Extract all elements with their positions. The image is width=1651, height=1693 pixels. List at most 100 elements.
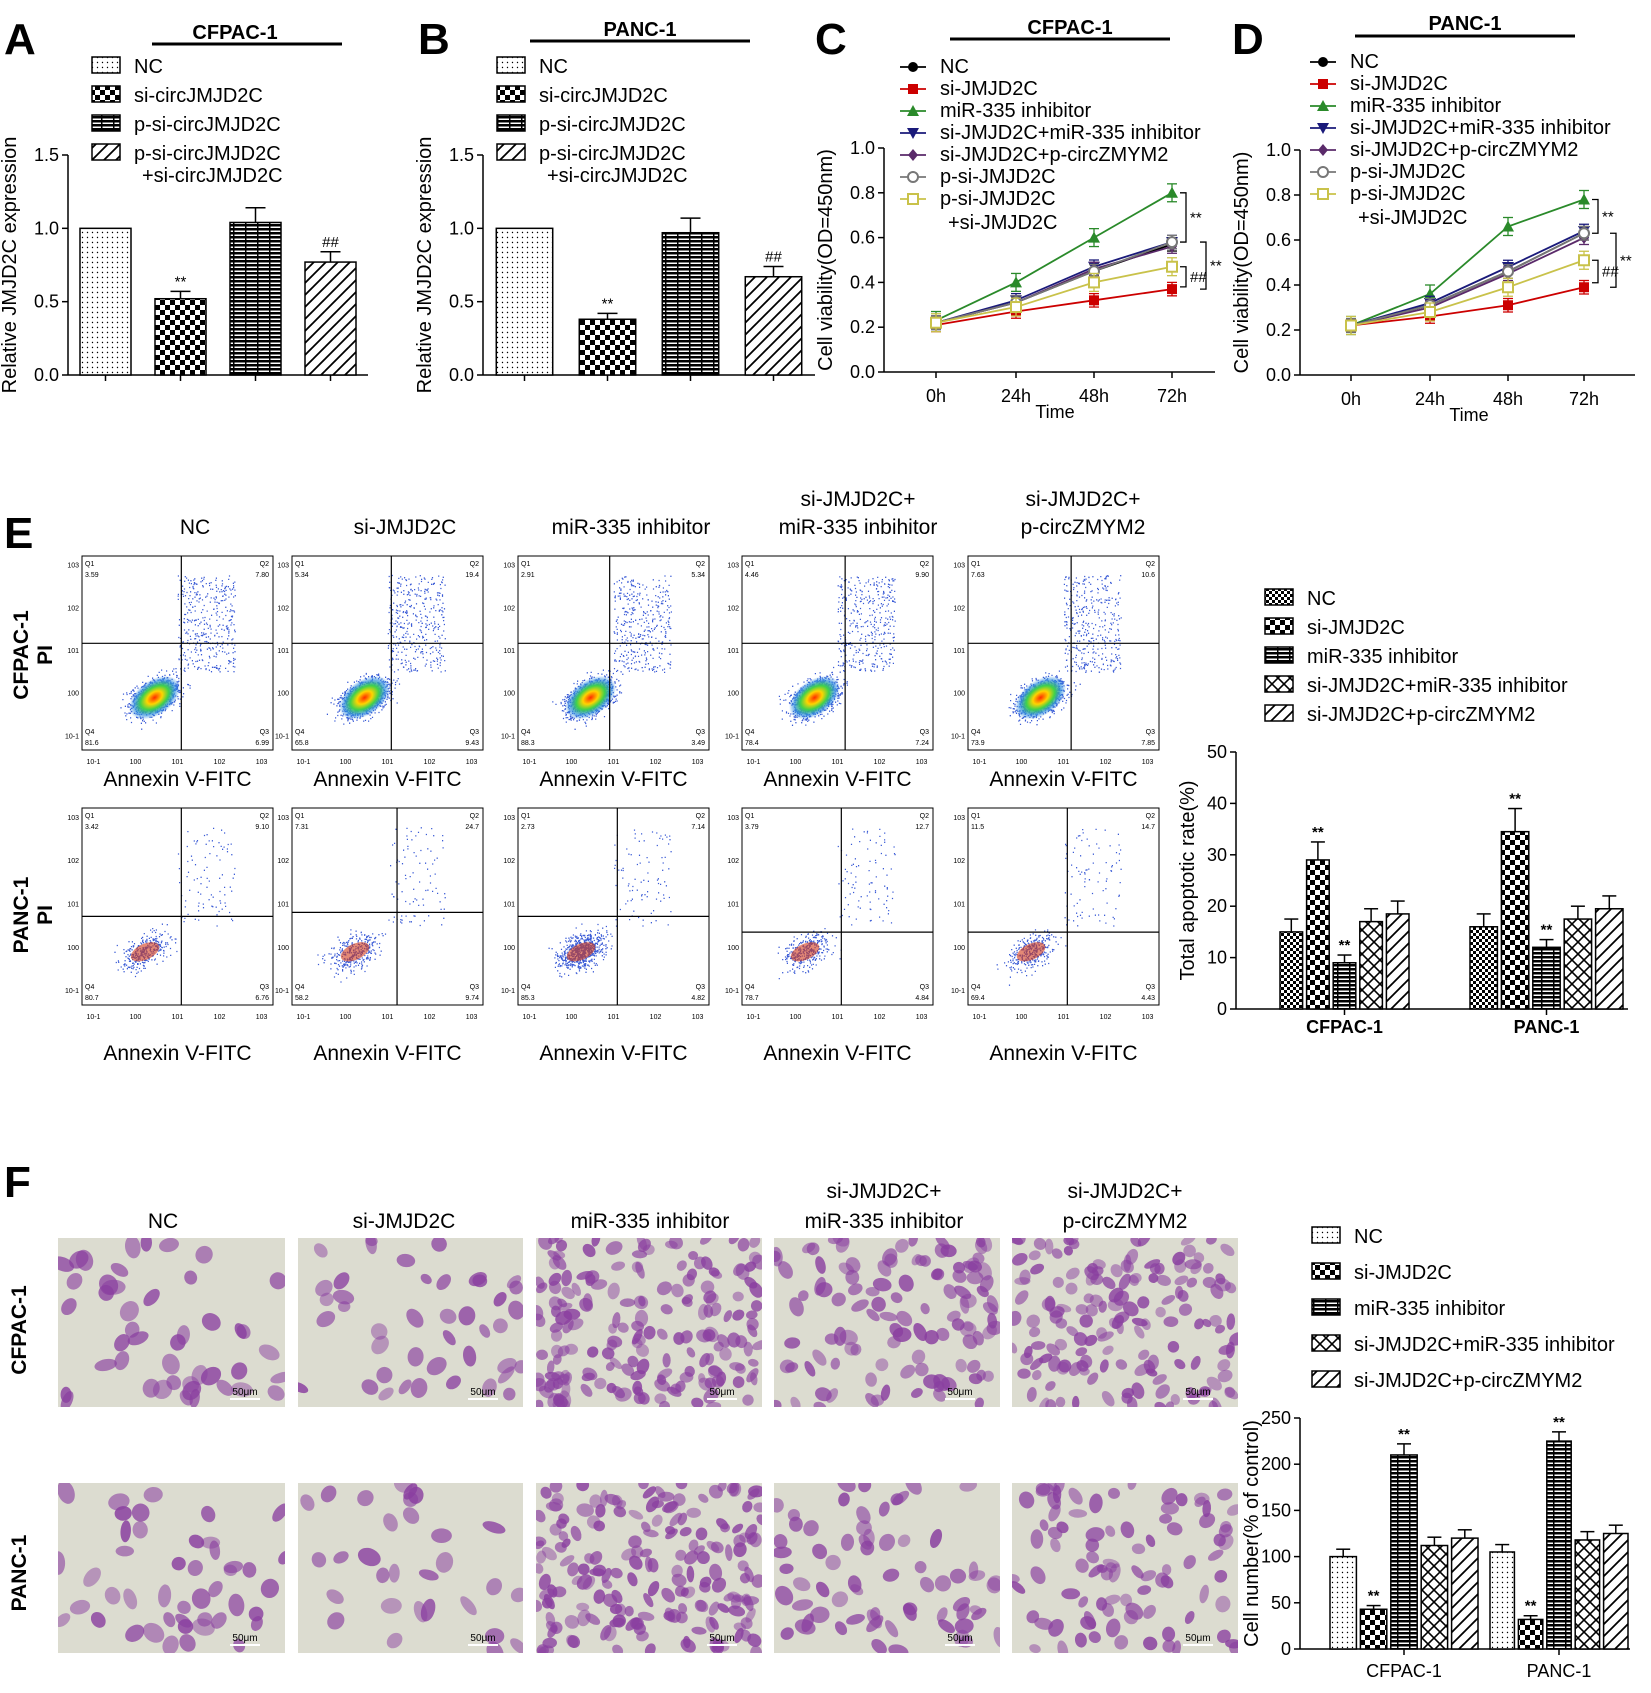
flow-density-core	[1015, 675, 1067, 720]
cell	[1055, 1396, 1066, 1407]
cell	[436, 1274, 451, 1291]
cell	[567, 1562, 579, 1577]
cell	[612, 1614, 626, 1628]
bar	[1602, 1532, 1629, 1650]
colony-cells	[58, 1238, 285, 1407]
cell	[636, 1631, 649, 1642]
cell	[1166, 1522, 1183, 1536]
legend-label: si-JMJD2C	[940, 78, 1038, 100]
legend-swatch	[1264, 704, 1294, 722]
quadrant-name: Q2	[696, 561, 705, 568]
cell	[1030, 1529, 1044, 1549]
cell	[1088, 1564, 1104, 1578]
cell	[311, 1552, 327, 1568]
flow-x-tick-label: 101	[382, 759, 394, 766]
cell	[888, 1644, 909, 1653]
quadrant-name: Q4	[295, 729, 304, 736]
cell	[963, 1257, 980, 1274]
cell	[684, 1365, 695, 1377]
flow-x-tick-label: 102	[1100, 1014, 1112, 1021]
significance-mark: ##	[322, 234, 339, 251]
cell	[1048, 1355, 1061, 1372]
cell	[1199, 1386, 1211, 1397]
cell	[380, 1597, 402, 1614]
cell	[1172, 1251, 1186, 1266]
cell	[270, 1371, 285, 1384]
y-tick-label: 0.8	[850, 183, 875, 203]
data-point	[1088, 276, 1100, 289]
legend-swatch	[1311, 1298, 1341, 1316]
cell	[816, 1581, 830, 1598]
cell	[971, 1607, 987, 1621]
cell	[638, 1295, 646, 1307]
quadrant-name: Q2	[696, 813, 705, 820]
y-tick-label: 0.0	[34, 365, 59, 385]
cell	[1209, 1314, 1222, 1327]
cell	[584, 1270, 600, 1284]
flow-x-tick-label: 100	[340, 759, 352, 766]
series-line	[935, 288, 1173, 326]
legend-label: NC	[134, 56, 163, 78]
flow-y-tick-label: 100	[277, 691, 289, 698]
cell	[479, 1324, 491, 1338]
colony-column-title: NC	[148, 1210, 178, 1233]
cell	[664, 1607, 676, 1623]
cell	[774, 1399, 782, 1407]
cell	[179, 1634, 196, 1652]
panel-b: B PANC-1 NC si-circJMJD2C p-si-circJMJD2C p…	[414, 15, 815, 393]
cell	[742, 1394, 754, 1406]
legend-swatch	[91, 114, 121, 132]
cell	[812, 1349, 827, 1366]
cell	[659, 1400, 670, 1407]
cell	[462, 1345, 477, 1367]
cell	[201, 1313, 221, 1331]
cell	[954, 1618, 974, 1634]
cell	[1229, 1332, 1238, 1346]
cell	[662, 1353, 671, 1368]
cell	[943, 1284, 957, 1300]
cell	[865, 1372, 877, 1387]
cell	[720, 1523, 731, 1533]
cell	[679, 1527, 692, 1537]
cell	[386, 1632, 403, 1649]
cell	[435, 1552, 454, 1573]
flow-density-core	[790, 942, 820, 962]
significance-mark: ##	[1190, 269, 1207, 286]
panel-b-chart: 0.0 0.5 1.0 1.5 Relative JMJD2C expression **…	[414, 137, 815, 393]
flow-x-tick-label: 102	[424, 759, 436, 766]
cell	[745, 1608, 756, 1623]
quadrant-name: Q2	[470, 813, 479, 820]
cell	[1085, 1304, 1098, 1317]
cell	[1190, 1355, 1201, 1370]
bar	[495, 227, 554, 376]
cell	[1087, 1372, 1099, 1385]
quadrant-value: 7.31	[295, 824, 309, 831]
cell	[383, 1513, 398, 1532]
flow-y-tick-label: 103	[503, 815, 515, 822]
quadrant-name: Q2	[470, 561, 479, 568]
flow-x-tick-label: 102	[874, 1014, 886, 1021]
cell	[607, 1335, 623, 1348]
cell	[1208, 1400, 1218, 1407]
cell	[789, 1297, 804, 1317]
quadrant-value: 65.8	[295, 740, 309, 747]
cell	[420, 1273, 432, 1285]
cell	[1183, 1555, 1196, 1570]
cell	[746, 1310, 758, 1320]
cell	[1105, 1618, 1121, 1638]
significance-mark: ##	[765, 248, 782, 265]
cell	[564, 1615, 580, 1629]
flow-plot-frame	[741, 555, 934, 751]
cell	[200, 1366, 222, 1386]
cell	[468, 1272, 487, 1287]
legend-label: si-JMJD2C+miR-335 inhibitor	[1307, 675, 1568, 697]
cell	[824, 1333, 839, 1345]
cell	[677, 1512, 688, 1526]
legend-label: si-JMJD2C+p-circZMYM2	[940, 144, 1168, 166]
flow-x-tick-label: 101	[172, 759, 184, 766]
cell	[557, 1302, 573, 1311]
cell	[549, 1280, 562, 1295]
cell	[775, 1585, 794, 1606]
cell	[258, 1344, 280, 1361]
flow-column-title: miR-335 inbihitor	[779, 516, 938, 539]
